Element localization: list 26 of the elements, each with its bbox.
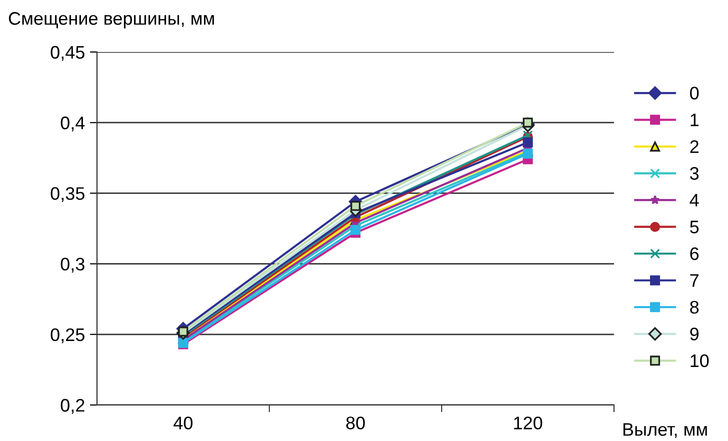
- legend-label: 1: [690, 114, 698, 126]
- legend-label: 3: [690, 167, 699, 180]
- legend-label: 2: [690, 140, 698, 153]
- legend-label: 6: [690, 247, 699, 260]
- legend-label: 9: [690, 328, 699, 340]
- legend-label: 4: [690, 194, 699, 206]
- legend-label: 7: [690, 274, 698, 287]
- y-tick-label: 0,3: [60, 258, 84, 273]
- y-tick-label: 0,45: [50, 46, 84, 61]
- x-tick-label: 120: [514, 416, 542, 430]
- y-tick-label: 0,4: [60, 116, 85, 132]
- point: [522, 137, 533, 148]
- y-tick-label: 0,25: [50, 328, 84, 344]
- legend-label: 5: [690, 220, 699, 234]
- legend-label: 0: [690, 86, 699, 100]
- y-tick-label: 0,35: [50, 187, 84, 202]
- y-tick-label: 0,2: [60, 398, 84, 414]
- point: [350, 200, 360, 211]
- x-tick-label: 80: [346, 416, 365, 430]
- y-axis-title: Смещение вершины, мм: [8, 12, 214, 28]
- x-tick-label: 40: [174, 416, 193, 430]
- legend-label: 8: [690, 300, 699, 314]
- legend-label: 10: [690, 354, 709, 368]
- point: [350, 224, 360, 235]
- x-axis-title: Вылет, мм: [623, 423, 707, 438]
- point: [522, 118, 533, 128]
